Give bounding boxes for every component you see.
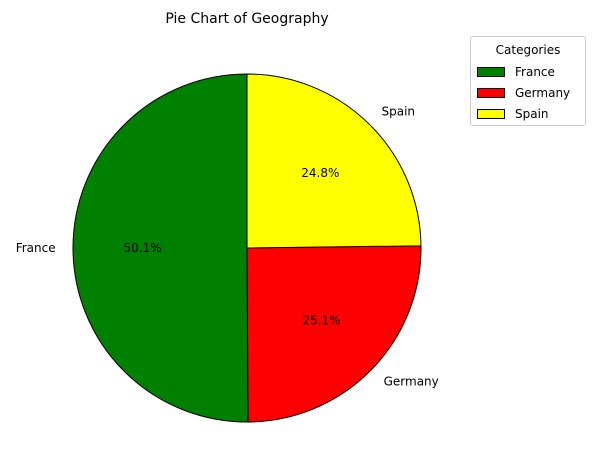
slice-label-germany: Germany [384,375,439,389]
pie-slice-spain [246,73,422,249]
legend-swatch-france [477,67,505,77]
legend: Categories France Germany Spain [470,36,586,126]
pie-slices [72,73,422,423]
legend-label-spain: Spain [515,107,549,121]
pie-labels: France 50.1% Germany 25.1% Spain 24.8% [16,104,439,388]
legend-title: Categories [495,43,561,57]
legend-label-france: France [515,65,555,79]
legend-item-france: France [477,64,555,80]
legend-item-germany: Germany [477,85,570,101]
slice-label-spain: Spain [381,104,415,118]
pie-slice-germany [246,245,422,423]
percent-label-germany: 25.1% [302,314,340,328]
percent-label-spain: 24.8% [301,166,339,180]
legend-label-germany: Germany [515,86,571,100]
pie-slice-france [72,73,249,423]
legend-swatch-spain [477,109,505,119]
slice-label-france: France [16,241,56,255]
chart-title: Pie Chart of Geography [165,11,328,27]
legend-swatch-germany [477,88,505,98]
legend-item-spain: Spain [477,106,549,122]
percent-label-france: 50.1% [124,241,162,255]
